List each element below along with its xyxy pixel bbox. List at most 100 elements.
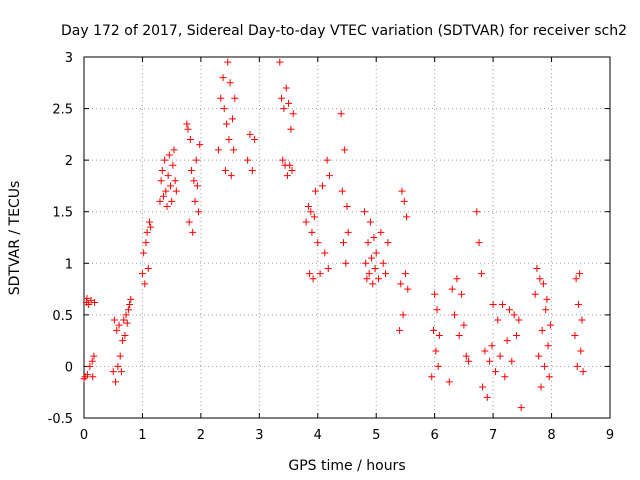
data-point [324,264,332,272]
data-point [544,342,552,350]
data-point [228,115,236,123]
data-point [127,295,135,303]
grid [84,57,610,418]
data-point [369,280,377,288]
data-point [508,357,516,365]
y-tick-label: 0 [65,360,73,375]
data-point [164,172,172,180]
plot-frame [83,56,611,419]
data-point [288,166,296,174]
chart-title: Day 172 of 2017, Sidereal Day-to-day VTE… [61,23,627,39]
y-tick-label: 3 [65,51,73,66]
y-axis-label: SDTVAR / TECUs [7,181,23,296]
data-point [308,228,316,236]
data-point [310,213,318,221]
data-point [87,296,95,304]
data-point [147,223,155,231]
data-point [193,182,201,190]
data-point [539,280,547,288]
data-point [370,234,378,241]
data-point [451,311,459,319]
data-point [306,270,314,278]
data-point [188,166,196,174]
data-point [185,218,193,226]
data-point [458,290,466,298]
data-point [537,383,545,391]
data-point [307,208,315,216]
data-point [116,352,124,360]
data-point [316,270,324,278]
x-tick-label: 7 [489,428,497,443]
data-point [398,187,406,195]
data-point [276,58,284,66]
data-point [141,280,149,288]
data-point [220,105,228,113]
data-point [287,125,295,133]
data-point [488,342,496,350]
y-tick-label: -0.5 [48,412,73,427]
data-point [462,352,470,360]
data-point [221,166,229,174]
data-point [192,156,200,164]
data-point [89,373,97,381]
x-tick-label: 0 [80,428,88,443]
data-point [372,249,380,257]
data-point [431,290,439,298]
data-point [196,141,204,149]
x-tick-label: 3 [255,428,263,443]
data-point [225,136,233,144]
data-point [88,357,96,365]
data-point [183,120,191,128]
data-point [226,79,234,87]
data-point [428,373,436,381]
data-point [364,239,372,247]
data-point [168,197,176,205]
data-point [403,213,411,221]
data-point [455,331,463,339]
data-point [494,316,502,324]
x-tick-label: 4 [314,428,322,443]
data-point [533,264,541,272]
data-point [541,362,549,370]
data-point [314,239,322,247]
data-point [244,156,252,164]
data-point [579,368,587,376]
data-point [115,321,123,329]
data-point [479,383,487,391]
data-point [576,270,584,278]
data-point [172,187,180,195]
data-point [384,239,392,247]
data-point [114,362,122,370]
data-point [433,306,441,314]
data-point [379,259,387,267]
data-point [142,239,150,247]
data-point [280,105,288,113]
x-tick-label: 8 [547,428,555,443]
data-point [124,306,132,314]
data-point [536,275,544,283]
x-tick-label: 1 [138,428,146,443]
data-point [214,146,222,154]
x-tick-label: 5 [372,428,380,443]
data-point [169,161,177,169]
data-point [535,352,543,360]
data-point [503,337,511,345]
data-point [231,94,239,102]
data-point [505,306,513,314]
data-point [483,393,491,401]
data-point [189,228,197,236]
data-point [321,249,329,257]
data-point [531,290,539,298]
y-tick-label: 1 [65,257,73,272]
data-point [289,110,297,118]
data-point [170,146,178,154]
data-point [219,74,227,82]
data-point [143,228,151,236]
data-point [191,197,199,205]
data-point [318,182,326,190]
data-point [302,218,310,226]
data-point [286,161,294,169]
y-tick-label: 2 [65,154,73,169]
data-point [397,280,405,288]
data-point [121,331,129,339]
